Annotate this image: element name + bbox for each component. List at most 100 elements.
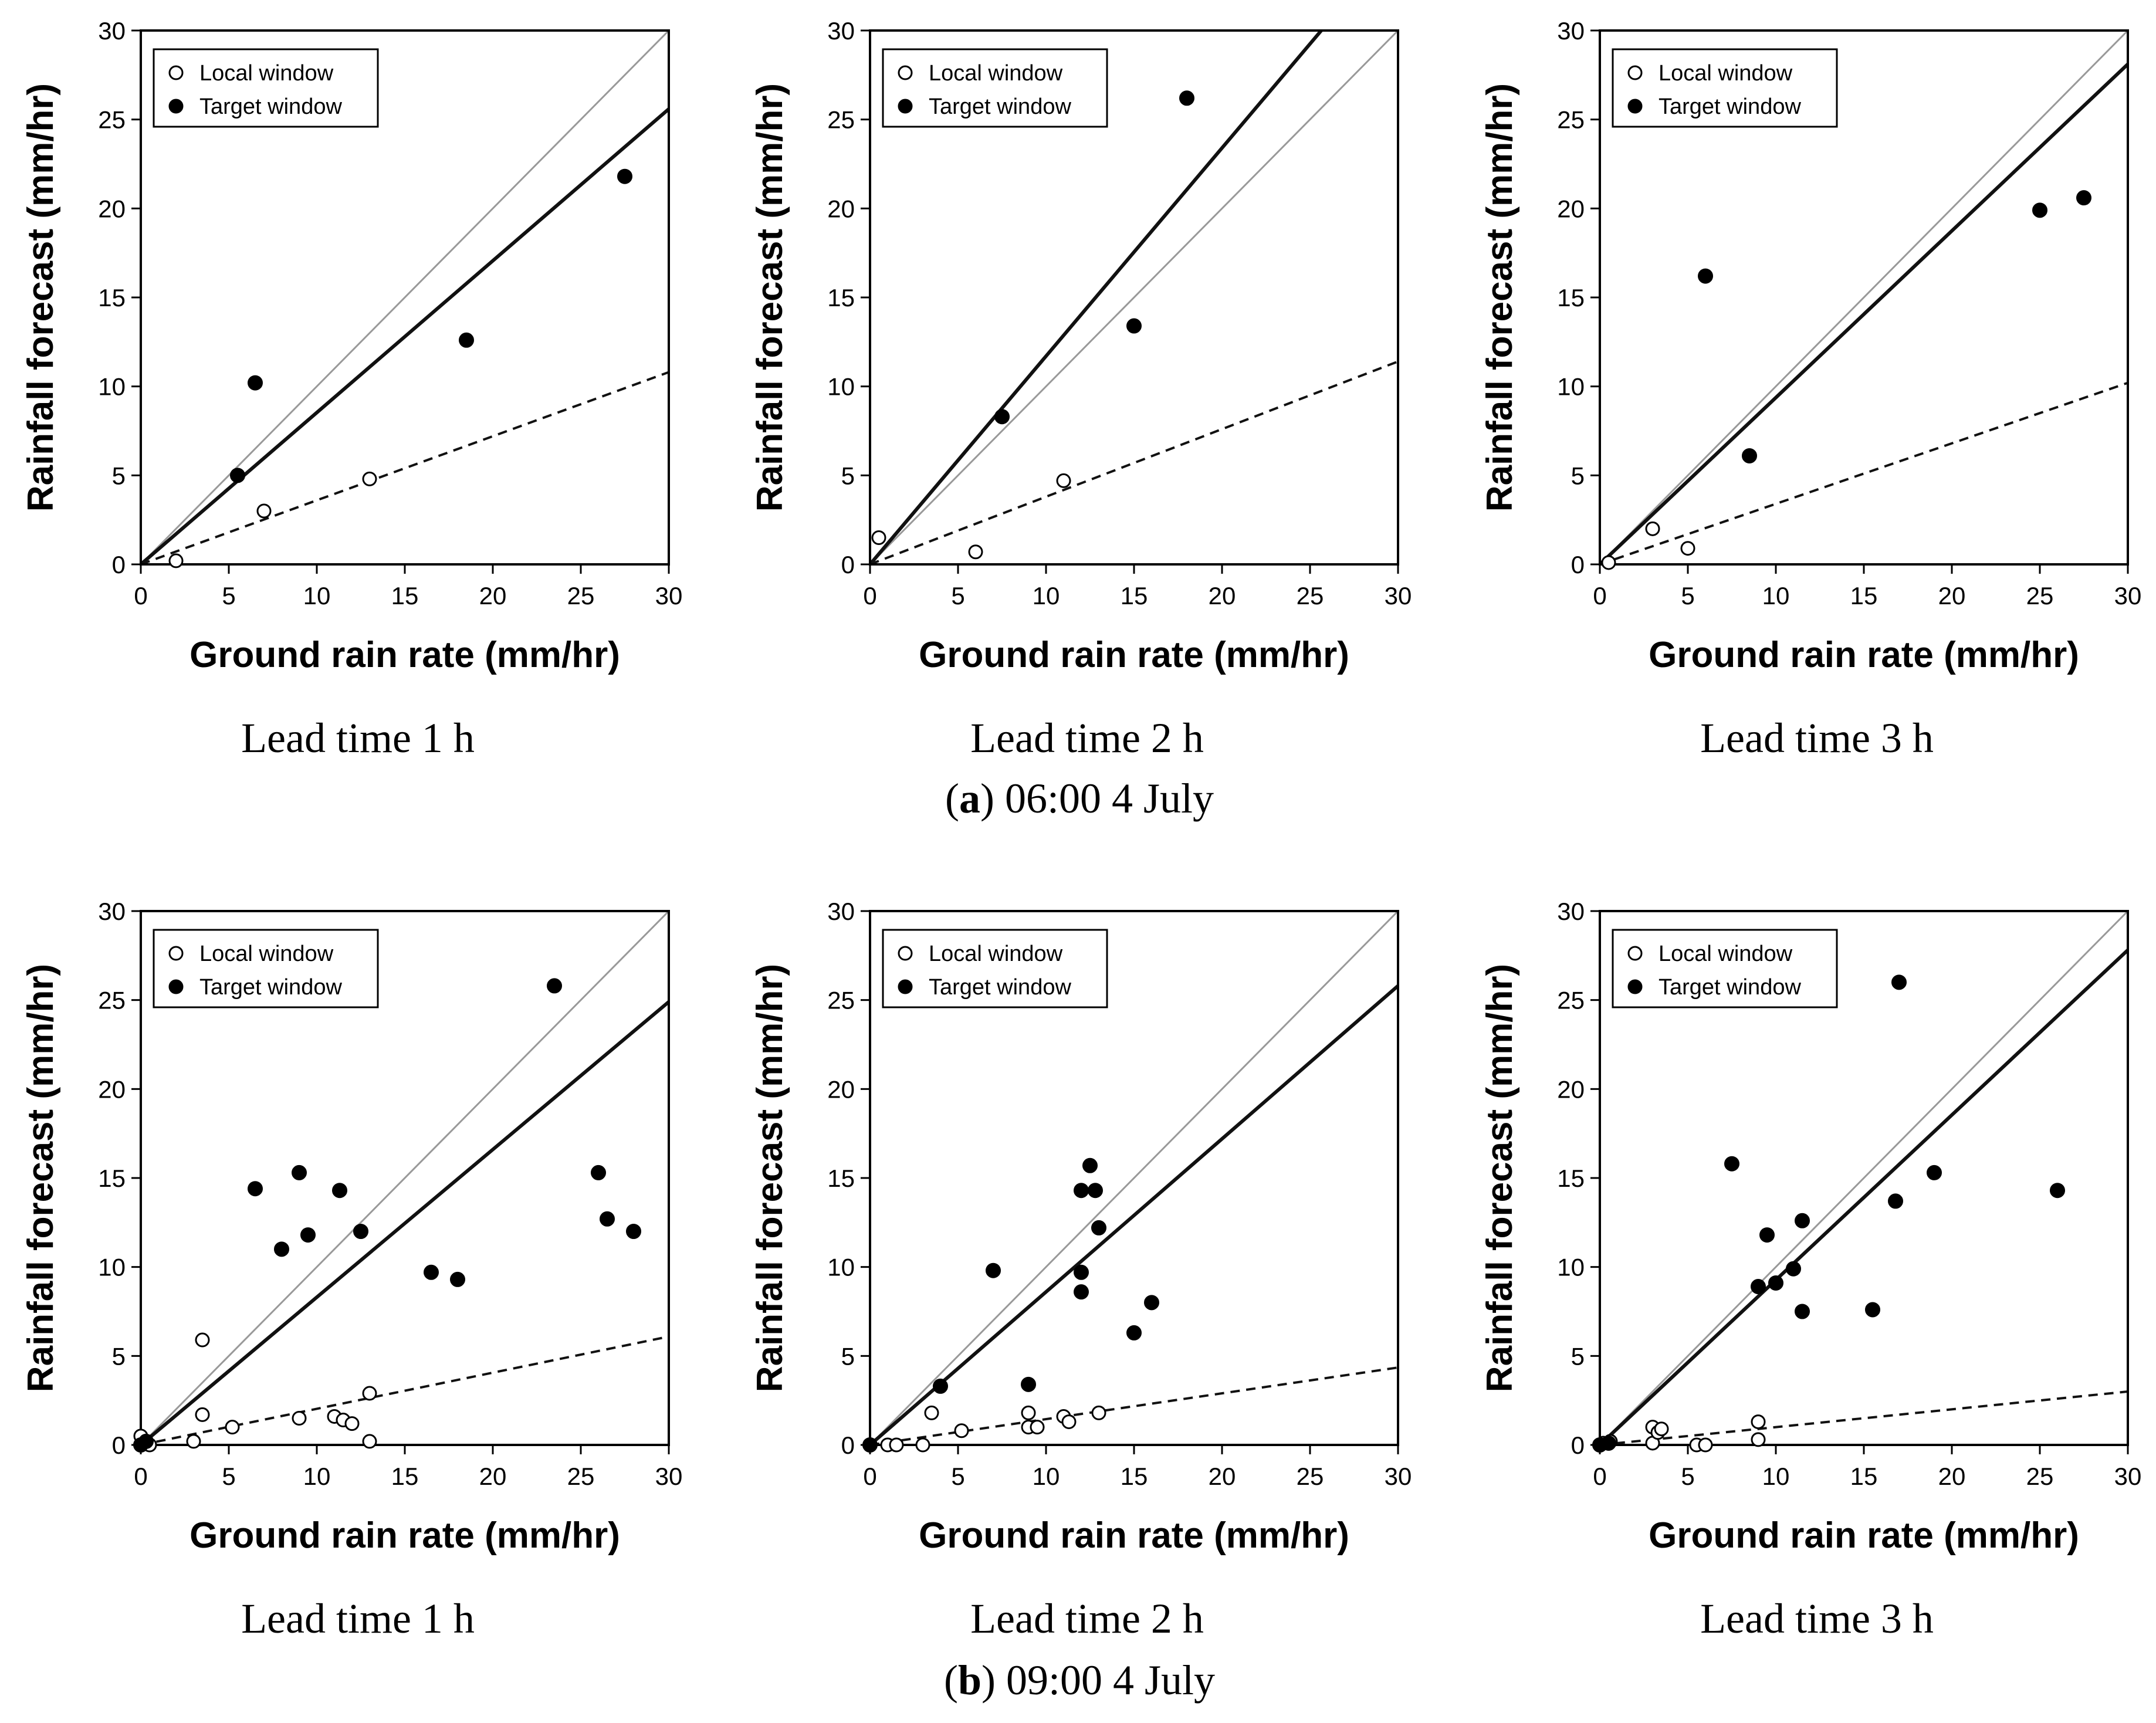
chart-b-1-legend-marker-target	[168, 979, 184, 994]
chart-a-3-x-tick-label: 20	[1938, 582, 1966, 610]
chart-a-2-target-fit-line	[870, 31, 1324, 564]
chart-b-1-local-fit-line	[141, 1335, 669, 1445]
chart-b-1-y-tick-label: 0	[112, 1431, 126, 1459]
chart-a-1-one-to-one-line	[141, 31, 669, 564]
chart-b-3-x-axis-label: Ground rain rate (mm/hr)	[1649, 1515, 2079, 1556]
chart-a-1-x-tick-label: 0	[134, 582, 147, 610]
chart-b-2-local-window-point	[954, 1423, 969, 1438]
chart-b-3-y-axis-label: Rainfall forecast (mm/hr)	[1480, 964, 1520, 1392]
chart-a-3-x-tick-label: 5	[1681, 582, 1694, 610]
chart-b-1-y-tick-label: 25	[98, 987, 126, 1014]
chart-b-1-x-tick-label: 30	[655, 1463, 683, 1490]
panels: 0 5 10 15 20 25 30 0 5 10 15 20 25 30 Ground rain rate…	[21, 17, 2142, 1642]
chart-a-2-x-tick-label: 20	[1209, 582, 1236, 610]
chart-a-2-y-tick-label: 10	[827, 373, 855, 401]
chart-a-3-y-tick-label: 30	[1557, 17, 1585, 45]
chart-b-1-target-window-point	[300, 1227, 316, 1243]
chart-b-3-y-tick-label: 25	[1557, 987, 1585, 1014]
chart-a-1-y-tick-label: 25	[98, 106, 126, 134]
caption-a-text: ) 06:00 4 July	[980, 775, 1214, 822]
chart-b-2-x-tick-label: 25	[1297, 1463, 1324, 1490]
chart-b-3-legend-marker-target	[1627, 979, 1643, 994]
chart-a-3-local-fit-line	[1600, 381, 2128, 564]
chart-b-2-legend-marker-target	[898, 979, 913, 994]
chart-b-2-target-window-point	[862, 1437, 878, 1453]
chart-a-1-target-window-point	[230, 468, 245, 483]
chart-b-3-target-window-point	[1786, 1261, 1801, 1277]
chart-a-2-lines	[870, 31, 1398, 564]
chart-a-2-x-tick-label: 30	[1385, 582, 1412, 610]
chart-b-2-legend-box	[882, 929, 1108, 1008]
chart-b-3-target-window-point	[1795, 1213, 1810, 1228]
chart-a-2-x-tick-label: 10	[1033, 582, 1060, 610]
chart-a-2-target-window-point	[1179, 90, 1194, 106]
chart-b-1-legend-box	[153, 929, 379, 1008]
chart-b-2-x-tick-label: 10	[1033, 1463, 1060, 1490]
chart-b-2-legend-marker-local	[898, 946, 913, 961]
chart-b-3-y-tick-label: 30	[1557, 898, 1585, 925]
chart-b-3-local-window-point	[1654, 1421, 1669, 1437]
chart-b-3-target-window-point	[1768, 1275, 1783, 1291]
chart-b-1: 0 5 10 15 20 25 30 0 5 10 15 20 25 30 Ground rain rate…	[21, 898, 682, 1642]
chart-b-1-target-window-point	[600, 1211, 615, 1227]
chart-b-2-y-tick-label: 5	[841, 1342, 855, 1370]
chart-a-3-target-window-point	[1742, 448, 1757, 463]
chart-b-2-target-window-point	[1126, 1325, 1142, 1341]
chart-b-1-local-window-point	[292, 1411, 307, 1426]
chart-b-1-target-window-point	[450, 1271, 465, 1287]
chart-a-2-legend-label-target: Target window	[929, 94, 1071, 119]
chart-b-2-lines	[870, 911, 1398, 1445]
chart-a-1-x-tick-label: 15	[391, 582, 419, 610]
chart-b-2: 0 5 10 15 20 25 30 0 5 10 15 20 25 30 Ground rain rate…	[750, 898, 1412, 1642]
chart-a-2-local-fit-line	[870, 360, 1398, 564]
chart-a-2-y-tick-label: 15	[827, 284, 855, 312]
chart-b-2-local-fit-line	[870, 1366, 1398, 1445]
chart-a-3-legend-marker-local	[1627, 65, 1643, 80]
chart-a-1-legend-marker-local	[168, 65, 184, 80]
chart-a-2-lead-time-label: Lead time 2 h	[970, 715, 1204, 761]
chart-a-3-y-tick-label: 0	[1571, 551, 1585, 578]
chart-b-1-x-tick-label: 10	[303, 1463, 331, 1490]
chart-b-3-lines	[1600, 911, 2128, 1445]
chart-b-2-y-tick-label: 25	[827, 987, 855, 1014]
chart-a-2-target-window-point	[994, 409, 1010, 425]
chart-b-2-x-tick-label: 30	[1385, 1463, 1412, 1490]
chart-b-1-x-tick-label: 15	[391, 1463, 419, 1490]
chart-b-2-local-window-point	[924, 1405, 939, 1420]
chart-b-3-x-tick-label: 0	[1593, 1463, 1606, 1490]
chart-b-1-y-tick-label: 15	[98, 1165, 126, 1192]
chart-b-1-target-window-point	[547, 978, 562, 994]
chart-b-3-y-tick-label: 20	[1557, 1075, 1585, 1103]
chart-a-3-target-window-point	[2032, 202, 2047, 218]
chart-a-2-legend-box	[882, 48, 1108, 128]
chart-b-1-target-window-point	[248, 1181, 263, 1197]
chart-a-1-x-tick-label: 20	[479, 582, 507, 610]
chart-a-1-local-window-point	[362, 471, 377, 486]
chart-b-1-legend-label-target: Target window	[199, 975, 342, 1000]
chart-a-3: 0 5 10 15 20 25 30 0 5 10 15 20 25 30 Ground rain rate…	[1480, 17, 2141, 761]
chart-b-1-one-to-one-line	[141, 911, 669, 1445]
caption-a-open: (	[945, 775, 959, 822]
chart-a-3-x-axis-label: Ground rain rate (mm/hr)	[1649, 635, 2079, 675]
chart-b-2-x-tick-label: 15	[1121, 1463, 1148, 1490]
chart-b-3-local-window-point	[1751, 1432, 1766, 1447]
chart-a-1-y-tick-label: 10	[98, 373, 126, 401]
chart-a-3-local-window-point	[1601, 555, 1616, 570]
chart-b-1-target-window-point	[591, 1165, 606, 1180]
chart-b-2-local-window-point	[1021, 1405, 1036, 1420]
chart-b-3-x-tick-label: 30	[2114, 1463, 2142, 1490]
chart-a-1-target-window-point	[459, 332, 474, 348]
chart-a-1-y-tick-label: 15	[98, 284, 126, 312]
chart-a-1-legend-label-local: Local window	[199, 61, 334, 86]
chart-a-1-target-window-point	[617, 168, 632, 184]
chart-b-3-x-tick-label: 10	[1762, 1463, 1790, 1490]
chart-a-3-target-window-point	[2076, 190, 2091, 206]
caption-b: (b) 09:00 4 July	[944, 1657, 1215, 1704]
chart-b-3-legend-marker-local	[1627, 946, 1643, 961]
chart-a-3-y-tick-label: 10	[1557, 373, 1585, 401]
chart-a-2-y-tick-label: 30	[827, 17, 855, 45]
chart-b-1-target-window-point	[332, 1183, 347, 1199]
chart-a-1-local-window-point	[168, 553, 184, 568]
chart-a-3-legend-label-target: Target window	[1659, 94, 1801, 119]
chart-b-2-target-window-point	[1144, 1295, 1159, 1311]
